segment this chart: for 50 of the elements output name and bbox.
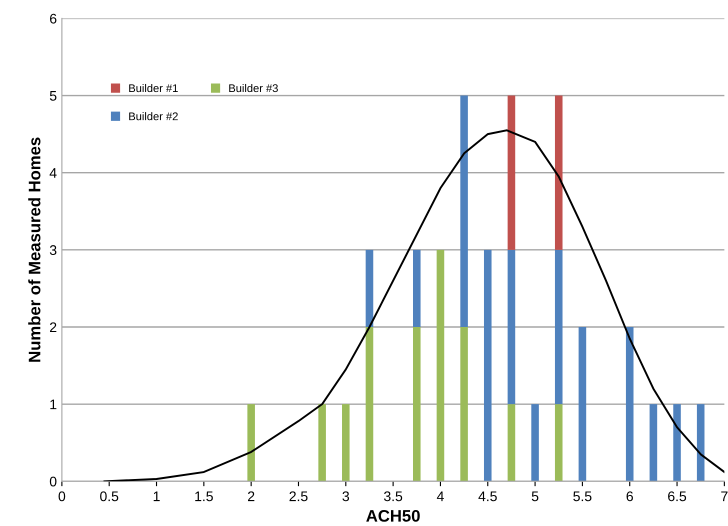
bar [436, 250, 444, 482]
y-tick-label: 1 [50, 400, 56, 410]
bar [318, 404, 326, 482]
legend-label: Builder #2 [129, 112, 178, 120]
bar [508, 404, 516, 482]
bar [554, 404, 563, 482]
bar [366, 326, 374, 482]
bar [696, 404, 704, 482]
y-tick-label: 3 [50, 245, 56, 256]
bar [412, 250, 421, 327]
bar [554, 96, 563, 250]
x-tick-label: 4.5 [478, 492, 497, 502]
bar [626, 326, 634, 482]
bar [460, 326, 468, 482]
bar [460, 96, 468, 327]
y-tick-label: 6 [50, 14, 56, 24]
bar [247, 404, 255, 482]
x-tick-label: 6 [626, 491, 633, 502]
legend-label: Builder #1 [129, 84, 178, 92]
x-tick-label: 1.5 [195, 492, 213, 502]
x-tick-label: 2.5 [290, 491, 308, 502]
bar [554, 250, 563, 404]
y-tick-label: 5 [50, 91, 56, 101]
x-axis-title: ACH50 [366, 510, 420, 522]
y-tick-label: 2 [50, 322, 56, 332]
x-tick-label: 0.5 [100, 491, 118, 502]
bar [484, 250, 492, 482]
bar [578, 326, 586, 482]
bar [508, 96, 516, 250]
legend-label: Builder #3 [229, 84, 278, 92]
bar [531, 404, 539, 482]
y-tick-label: 0 [50, 476, 56, 486]
x-tick-label: 0 [58, 491, 66, 502]
x-tick-label: 5.5 [573, 492, 592, 502]
bar [508, 250, 516, 404]
bar [342, 404, 350, 482]
x-tick-label: 7 [721, 492, 728, 502]
bar [673, 404, 681, 482]
y-axis-title: Number of Measured Homes [28, 138, 40, 362]
x-tick-label: 3.5 [384, 491, 402, 502]
bar [412, 326, 421, 482]
x-tick-label: 5 [532, 492, 538, 502]
bar [366, 250, 374, 327]
x-tick-label: 3 [342, 491, 350, 502]
x-tick-label: 1 [154, 492, 160, 502]
bar [650, 404, 658, 482]
x-tick-label: 4 [436, 492, 444, 502]
x-tick-label: 2 [248, 491, 254, 502]
x-tick-label: 6.5 [668, 491, 686, 502]
y-tick-label: 4 [50, 168, 57, 178]
